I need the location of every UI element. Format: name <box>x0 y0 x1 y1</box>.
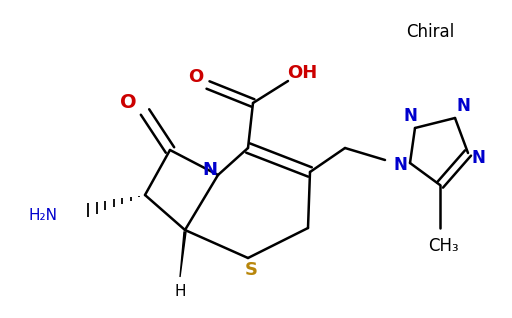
Text: N: N <box>456 97 470 115</box>
Text: CH₃: CH₃ <box>428 237 458 255</box>
Text: H: H <box>174 285 186 300</box>
Text: N: N <box>471 149 485 167</box>
Text: N: N <box>403 107 417 125</box>
Text: S: S <box>245 261 258 279</box>
Polygon shape <box>180 232 186 277</box>
Text: H₂N: H₂N <box>29 208 58 223</box>
Text: OH: OH <box>287 64 317 82</box>
Text: N: N <box>203 161 218 179</box>
Text: Chiral: Chiral <box>406 23 454 41</box>
Text: N: N <box>393 156 407 174</box>
Text: O: O <box>188 68 204 86</box>
Text: O: O <box>120 93 136 112</box>
